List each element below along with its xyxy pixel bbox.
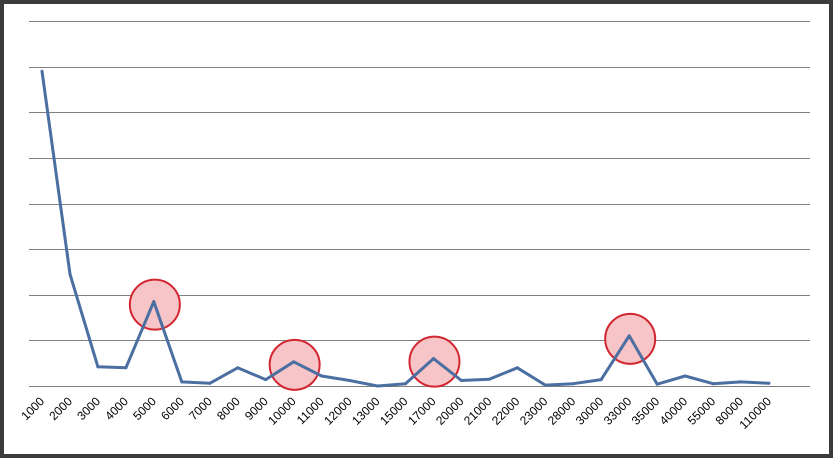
x-tick-label: 10000 (265, 394, 299, 428)
data-point (320, 374, 324, 378)
x-tick-label: 3000 (74, 394, 103, 423)
data-point (96, 365, 100, 369)
x-tick-label: 11000 (294, 394, 327, 427)
data-point (571, 382, 575, 386)
data-point (180, 380, 184, 384)
data-point (431, 357, 435, 361)
data-point (236, 366, 240, 370)
data-point (124, 366, 128, 370)
x-tick-label: 30000 (573, 394, 607, 428)
x-tick-label: 22000 (489, 394, 523, 428)
highlight-circles (128, 278, 657, 391)
highlight-circle (408, 335, 461, 388)
data-point (767, 381, 771, 385)
gridlines (29, 21, 810, 387)
series-line (40, 70, 770, 388)
x-tick-label: 17000 (405, 394, 439, 428)
x-tick-label: 5000 (130, 394, 159, 423)
x-tick-label: 8000 (214, 394, 243, 423)
data-point (40, 69, 44, 73)
data-point (515, 366, 519, 370)
data-point (711, 382, 715, 386)
data-point (348, 379, 352, 383)
data-point (599, 378, 603, 382)
x-tick-label: 6000 (158, 394, 187, 423)
data-point (627, 334, 631, 338)
x-tick-label: 4000 (102, 394, 131, 423)
data-point (459, 379, 463, 383)
data-point (487, 377, 491, 381)
data-point (376, 384, 380, 388)
data-point (152, 300, 156, 304)
x-tick-label: 28000 (545, 394, 579, 428)
data-point (683, 374, 687, 378)
x-tick-label: 110000 (737, 394, 775, 432)
x-tick-label: 21000 (461, 394, 495, 428)
x-tick-label: 12000 (321, 394, 355, 428)
data-point (292, 360, 296, 364)
x-tick-label: 13000 (349, 394, 383, 428)
x-tick-label: 20000 (433, 394, 467, 428)
data-point (404, 382, 407, 386)
x-tick-label: 1000 (18, 394, 47, 423)
x-tick-label: 55000 (685, 394, 719, 428)
data-point (68, 272, 72, 276)
data-point (739, 380, 743, 384)
x-tick-label: 40000 (657, 394, 691, 428)
x-tick-label: 2000 (46, 394, 75, 423)
data-point (264, 378, 268, 382)
data-point (208, 381, 212, 385)
x-axis-ticks: 1000 2000 3000 4000 5000 6000 7000 8000 90001000… (18, 394, 774, 432)
x-tick-label: 7000 (186, 394, 215, 423)
x-tick-label: 33000 (601, 394, 635, 428)
series-layer (40, 69, 771, 388)
x-tick-label: 23000 (517, 394, 551, 428)
data-point (655, 382, 659, 386)
x-tick-label: 15000 (377, 394, 411, 428)
highlight-circle (268, 338, 321, 391)
data-point (543, 383, 547, 387)
x-tick-label: 35000 (629, 394, 663, 428)
